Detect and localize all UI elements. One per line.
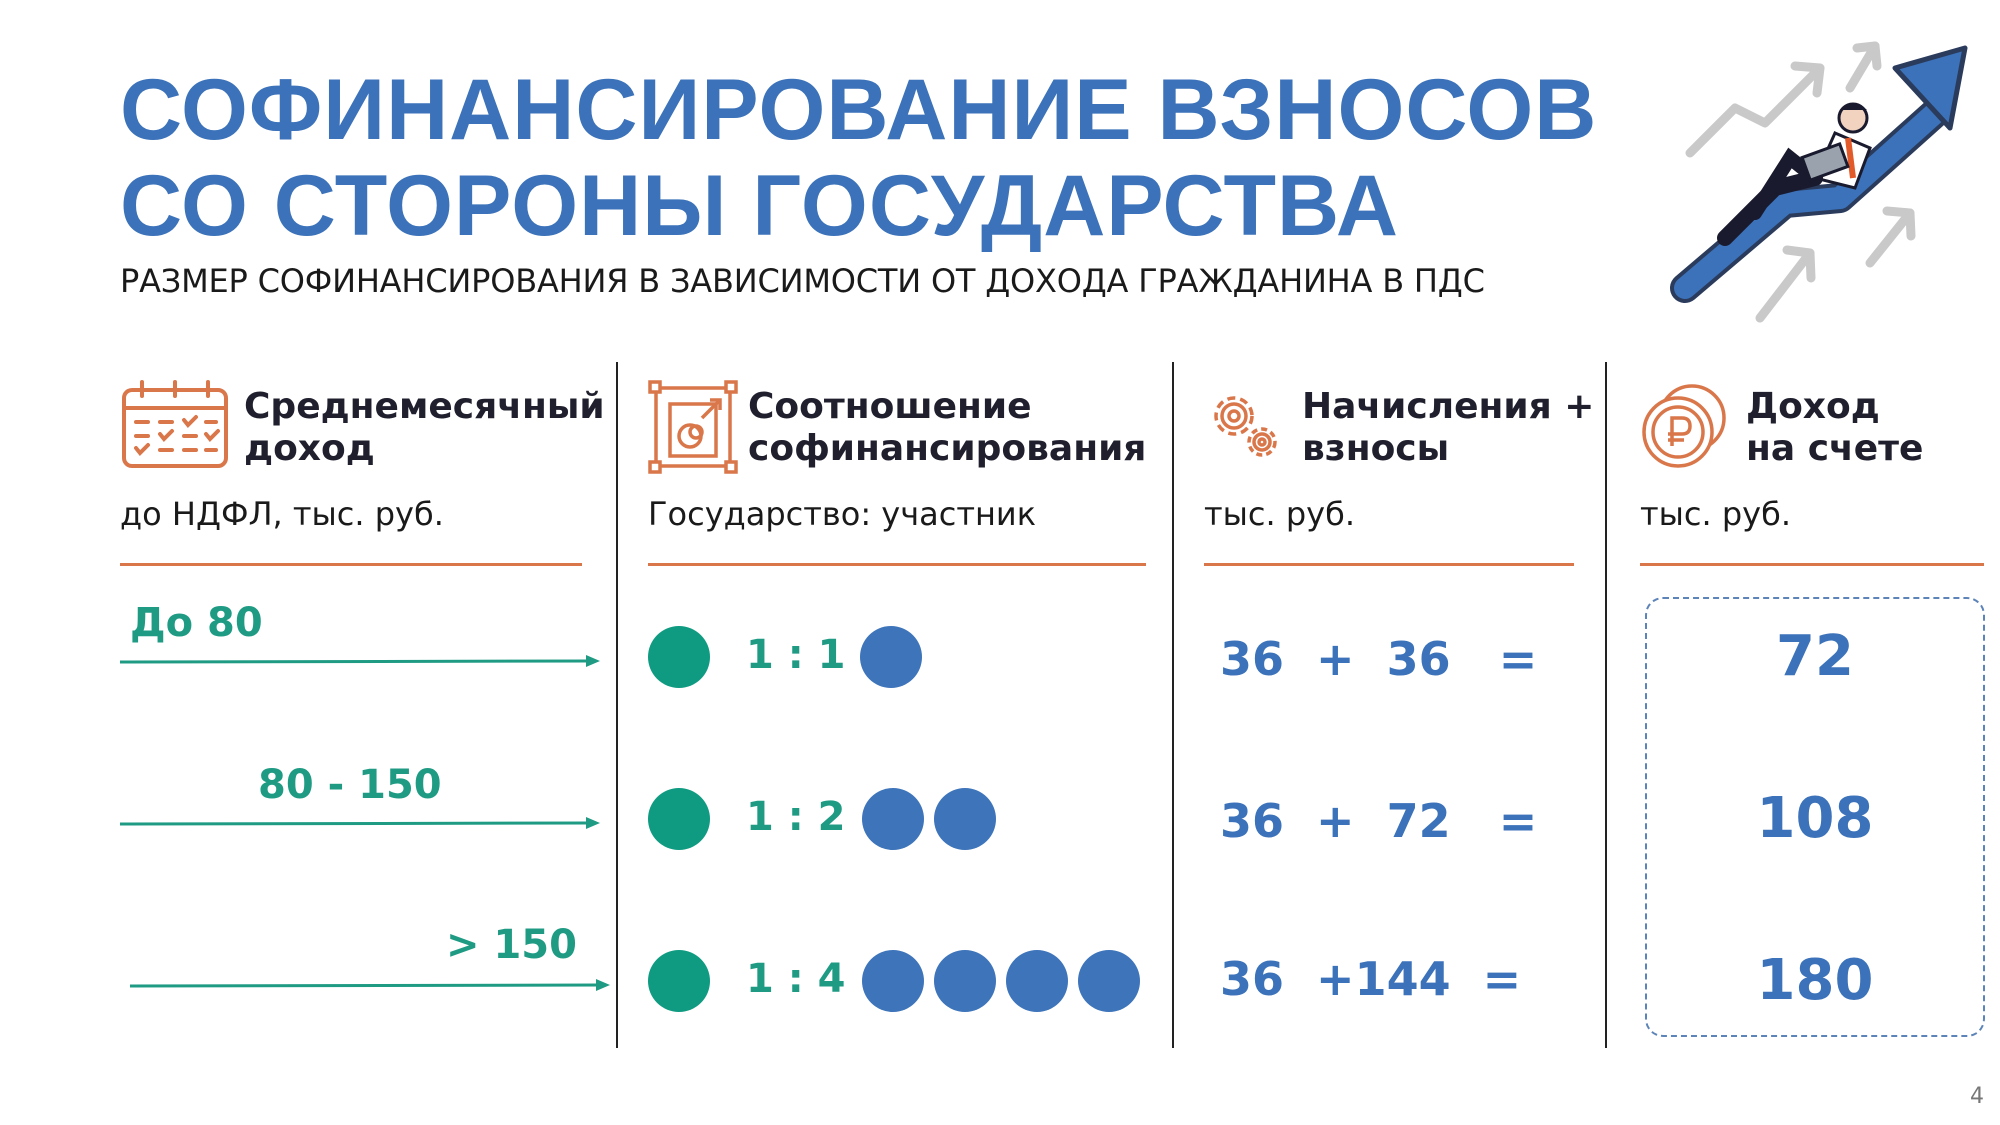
income-arrow [120, 817, 600, 829]
result-value: 72 [1776, 624, 1854, 689]
participant-dot [934, 788, 996, 850]
equals-sign: = [1482, 952, 1522, 1006]
column-heading-line: доход [244, 428, 375, 469]
column-divider [1172, 362, 1174, 1048]
page-number: 4 [1970, 1084, 1984, 1109]
participant-dot [1006, 950, 1068, 1012]
result-value: 108 [1756, 786, 1874, 851]
column-divider [616, 362, 618, 1048]
contribution-value: 36 [1220, 632, 1285, 686]
state-dot [648, 950, 710, 1012]
calendar-icon [122, 380, 228, 468]
column-heading-line: Доход [1746, 386, 1880, 427]
column-unit-account-income: тыс. руб. [1640, 495, 1791, 533]
calculation: 36 + 72 = [1220, 794, 1537, 848]
growth-arrow-illustration [1670, 41, 1968, 323]
income-bracket-label: 80 - 150 [258, 762, 442, 808]
column-heading-income: Среднемесячный доход [244, 386, 605, 470]
page-subtitle: РАЗМЕР СОФИНАНСИРОВАНИЯ В ЗАВИСИМОСТИ ОТ… [120, 262, 1485, 300]
plus-sign: + [1316, 632, 1355, 686]
state-dot [648, 626, 710, 688]
participant-dot [860, 626, 922, 688]
gears-icon [1214, 396, 1277, 457]
ratio-label: 1 : 2 [746, 794, 846, 840]
income-bracket-label: > 150 [446, 922, 577, 968]
page-title-line1: СОФИНАНСИРОВАНИЕ ВЗНОСОВ [120, 62, 1598, 158]
cofinancing-value: 72 [1386, 794, 1451, 848]
ratio-label: 1 : 1 [746, 632, 846, 678]
page-title: СОФИНАНСИРОВАНИЕ ВЗНОСОВ СО СТОРОНЫ ГОСУ… [120, 62, 1597, 254]
column-unit-ratio: Государство: участник [648, 495, 1037, 533]
column-heading-account-income: Доход на счете [1746, 386, 1923, 470]
column-divider [1605, 362, 1607, 1048]
income-bracket-label: До 80 [130, 600, 263, 646]
equals-sign: = [1498, 794, 1538, 848]
ratio-blueprint-icon [648, 380, 738, 474]
participant-dot [1078, 950, 1140, 1012]
income-arrow [120, 655, 600, 667]
calculation: 36 +144 = [1220, 952, 1521, 1006]
contribution-value: 36 [1220, 794, 1285, 848]
column-heading-line: взносы [1302, 428, 1450, 469]
participant-dot [862, 788, 924, 850]
column-heading-line: на счете [1746, 428, 1924, 469]
result-value: 180 [1756, 948, 1874, 1013]
participant-dot [862, 950, 924, 1012]
state-dot [648, 788, 710, 850]
column-rule [1204, 563, 1574, 566]
column-heading-ratio: Соотношение софинансирования [748, 386, 1146, 470]
plus-sign: + [1316, 794, 1355, 848]
cofinancing-value: 36 [1386, 632, 1451, 686]
ratio-label: 1 : 4 [746, 956, 846, 1002]
column-rule [120, 563, 582, 566]
column-heading-line: Соотношение [748, 386, 1032, 427]
equals-sign: = [1498, 632, 1538, 686]
column-heading-line: Начисления + [1302, 386, 1595, 427]
column-unit-accruals: тыс. руб. [1204, 495, 1355, 533]
contribution-value: 36 [1220, 952, 1285, 1006]
cofinancing-value: 144 [1354, 952, 1451, 1006]
participant-dot [934, 950, 996, 1012]
result-box [1645, 597, 1985, 1037]
column-heading-accruals: Начисления + взносы [1302, 386, 1594, 470]
calculation: 36 + 36 = [1220, 632, 1537, 686]
plus-sign: + [1316, 952, 1355, 1006]
income-arrow [130, 979, 610, 991]
column-rule [1640, 563, 1984, 566]
column-rule [648, 563, 1146, 566]
column-heading-line: Среднемесячный [244, 386, 605, 427]
column-unit-income: до НДФЛ, тыс. руб. [120, 495, 444, 533]
ruble-coins-icon [1642, 384, 1726, 468]
page-title-line2: СО СТОРОНЫ ГОСУДАРСТВА [120, 158, 1399, 254]
column-heading-line: софинансирования [748, 428, 1147, 469]
